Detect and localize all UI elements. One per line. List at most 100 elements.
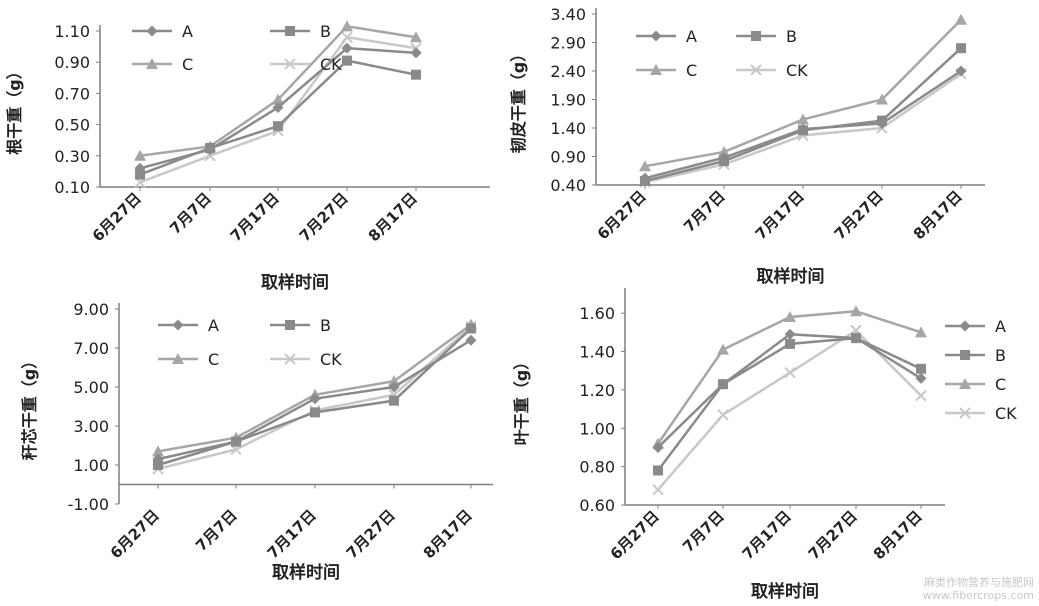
legend-item: B xyxy=(270,22,331,41)
x-tick-label: 7月27日 xyxy=(343,506,399,562)
y-tick-label: 0.40 xyxy=(550,176,586,195)
legend-label: B xyxy=(320,22,331,41)
data-point xyxy=(134,162,146,174)
data-point xyxy=(850,305,862,317)
y-tick-label: 1.90 xyxy=(550,91,586,110)
x-tick-label: 7月27日 xyxy=(296,189,352,245)
legend-label: C xyxy=(686,61,697,80)
data-point xyxy=(850,332,862,344)
y-axis-title: 根干重（g） xyxy=(5,63,24,154)
data-point xyxy=(310,407,320,418)
y-tick-label: 5.00 xyxy=(73,378,109,397)
legend-label: A xyxy=(995,317,1006,336)
x-tick-label: 8月17日 xyxy=(365,189,421,245)
legend-item: A xyxy=(945,317,1006,336)
x-tick-label: 6月27日 xyxy=(107,506,163,562)
y-tick-label: 1.00 xyxy=(73,456,109,475)
x-tick-label: 8月17日 xyxy=(910,187,966,243)
data-point xyxy=(153,460,163,470)
series-A xyxy=(152,334,477,465)
data-point xyxy=(955,65,967,77)
y-tick-label: 2.90 xyxy=(550,34,586,53)
y-tick-label: 3.00 xyxy=(73,417,109,436)
data-point xyxy=(134,149,146,161)
legend-marker xyxy=(172,353,184,364)
legend-label: C xyxy=(208,350,219,369)
x-tick-label: 7月27日 xyxy=(831,187,887,243)
watermark: 麻类作物营养与施肥网 www.fibercrops.com xyxy=(904,576,1034,602)
y-tick-label: 1.40 xyxy=(550,119,586,138)
data-point xyxy=(718,145,730,157)
data-point xyxy=(718,152,730,164)
data-point xyxy=(152,445,164,457)
legend-label: A xyxy=(182,22,193,41)
y-tick-label: 1.20 xyxy=(579,381,615,400)
data-point xyxy=(797,113,809,125)
y-tick-label: 0.30 xyxy=(54,147,90,166)
y-tick-label: 1.00 xyxy=(579,419,615,438)
watermark-line2: www.fibercrops.com xyxy=(922,589,1034,602)
legend-label: CK xyxy=(786,61,808,80)
y-tick-label: 0.10 xyxy=(54,178,90,197)
legend-label: CK xyxy=(320,350,342,369)
data-point xyxy=(653,465,663,476)
x-axis-title: 取样时间 xyxy=(261,272,329,293)
data-point xyxy=(717,409,729,421)
series-C xyxy=(652,305,927,449)
chart-leaf: 0.60 0.80 1.00 1.20 1.40 1.60 6月27日 7月7日 7月17日 7月… xyxy=(512,288,1017,602)
data-point xyxy=(341,31,353,43)
legend-marker xyxy=(284,58,296,70)
x-tick-label: 6月27日 xyxy=(607,507,663,563)
legend-item: C xyxy=(636,61,697,80)
legend-marker xyxy=(285,320,295,330)
x-tick-label: 6月27日 xyxy=(594,187,650,243)
legend-marker xyxy=(960,350,970,360)
legend-item: B xyxy=(945,346,1006,365)
y-tick-label: -1.00 xyxy=(68,495,109,514)
legend-marker xyxy=(650,30,662,42)
data-point xyxy=(784,311,796,323)
legend-label: B xyxy=(995,346,1006,365)
watermark-line1: 麻类作物营养与施肥网 xyxy=(924,576,1034,589)
legend: A B C CK xyxy=(158,316,342,369)
x-tick-label: 7月27日 xyxy=(805,507,861,563)
legend-marker xyxy=(146,58,158,69)
data-point xyxy=(797,123,809,135)
data-point xyxy=(341,42,353,54)
data-point xyxy=(388,381,400,393)
data-point xyxy=(652,483,664,496)
data-point xyxy=(410,31,422,43)
y-axis-title: 韧皮干重（g） xyxy=(509,46,528,153)
series-C xyxy=(639,13,967,172)
legend: A B C CK xyxy=(132,22,342,74)
data-point xyxy=(915,372,927,384)
legend-marker xyxy=(284,353,296,365)
legend-item: CK xyxy=(945,404,1017,423)
x-axis-title: 取样时间 xyxy=(751,581,819,602)
series-B xyxy=(135,55,421,180)
legend-marker xyxy=(959,407,971,419)
x-axis-title: 取样时间 xyxy=(272,562,340,583)
y-tick-label: 0.70 xyxy=(54,84,90,103)
legend-label: A xyxy=(686,27,697,46)
legend-item: CK xyxy=(736,61,808,80)
x-tick-label: 7月17日 xyxy=(739,507,795,563)
data-point xyxy=(466,323,476,334)
data-point xyxy=(785,338,795,349)
data-point xyxy=(784,328,796,340)
x-tick-label: 6月27日 xyxy=(89,189,145,245)
data-point xyxy=(955,13,967,25)
series-B xyxy=(653,333,926,476)
x-tick-label: 8月17日 xyxy=(420,506,476,562)
data-point xyxy=(309,393,321,405)
data-point xyxy=(956,43,966,54)
legend-item: A xyxy=(158,316,219,335)
legend-item: B xyxy=(270,316,331,335)
legend-marker xyxy=(285,26,295,36)
legend-label: B xyxy=(786,27,797,46)
legend-item: A xyxy=(132,22,193,41)
data-point xyxy=(915,389,927,402)
legend: A B C CK xyxy=(636,27,808,80)
data-point xyxy=(389,395,399,406)
data-point xyxy=(916,363,926,374)
